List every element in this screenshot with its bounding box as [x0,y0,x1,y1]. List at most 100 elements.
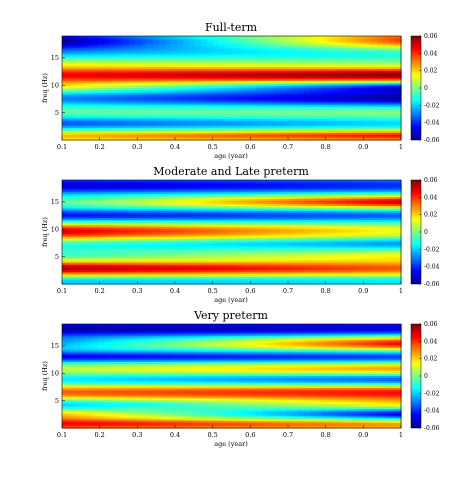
heatmap-cell [358,124,366,127]
heatmap-cell [62,185,69,188]
heatmap-cell [298,199,305,202]
heatmap-cell [376,122,384,125]
heatmap-cell [128,75,136,79]
heatmap-cell [183,181,190,185]
heatmap-cell [68,42,75,46]
heatmap-cell [116,209,124,212]
heatmap-cell [358,79,366,82]
heatmap-cell [170,41,178,44]
heatmap-cell [146,112,154,115]
heatmap-cell [170,79,178,82]
heatmap-cell [340,216,348,219]
heatmap-cell [225,186,233,190]
heatmap-cell [346,188,354,191]
heatmap-cell [243,131,251,134]
heatmap-cell [231,112,239,115]
heatmap-cell [195,101,202,105]
heatmap-cell [340,46,348,49]
heatmap-cell [213,68,220,72]
heatmap-cell [358,67,366,70]
heatmap-cell [225,96,233,99]
heatmap-cell [195,51,202,54]
heatmap-cell [140,134,148,138]
heatmap-cell [110,53,118,56]
heatmap-cell [370,110,378,113]
heatmap-cell [304,209,311,212]
heatmap-cell [207,74,214,77]
heatmap-cell [261,134,269,138]
heatmap-cell [128,98,136,101]
heatmap-cell [261,197,269,200]
heatmap-cell [152,226,160,230]
heatmap-cell [261,88,269,91]
heatmap-cell [122,42,130,46]
heatmap-cell [189,37,196,41]
heatmap-cell [352,103,360,106]
heatmap-cell [86,211,93,214]
heatmap-cell [298,100,305,103]
heatmap-cell [243,68,251,72]
heatmap-cell [74,79,81,82]
heatmap-cell [177,60,184,63]
heatmap-cell [364,115,372,119]
heatmap-cell [279,211,287,214]
heatmap-cell [189,209,196,212]
heatmap-cell [237,110,245,113]
heatmap-cell [328,75,336,79]
heatmap-cell [243,190,251,193]
heatmap-cell [382,103,390,106]
heatmap-cell [322,60,329,63]
chart-title: Moderate and Late preterm [153,165,309,178]
heatmap-cell [279,86,287,89]
heatmap-cell [128,77,136,80]
heatmap-cell [328,119,336,122]
heatmap-cell [207,58,214,61]
heatmap-cell [249,94,257,98]
heatmap-cell [334,49,342,53]
heatmap-cell [243,185,251,188]
heatmap-cell [62,88,69,91]
heatmap-cell [285,103,293,106]
heatmap-cell [146,134,154,138]
heatmap-cell [158,46,166,49]
heatmap-cell [322,77,329,80]
heatmap-cell [128,126,136,129]
heatmap-cell [273,193,281,197]
heatmap-cell [370,39,378,42]
heatmap-cell [104,39,112,42]
heatmap-cell [140,72,148,75]
heatmap-cell [92,126,99,129]
heatmap-cell [74,122,81,125]
heatmap-cell [128,221,136,224]
heatmap-cell [219,212,227,216]
heatmap-cell [328,186,336,190]
heatmap-cell [310,218,317,221]
heatmap-cell [388,72,396,75]
heatmap-cell [225,204,233,207]
heatmap-cell [304,119,311,122]
heatmap-cell [80,114,87,117]
heatmap-cell [237,96,245,99]
heatmap-cell [201,53,208,56]
heatmap-cell [255,46,263,49]
heatmap-cell [267,202,275,205]
heatmap-cell [104,185,112,188]
heatmap-cell [279,84,287,87]
heatmap-cell [237,133,245,136]
heatmap-cell [316,186,323,190]
heatmap-cell [394,42,402,46]
heatmap-cell [201,185,208,188]
heatmap-cell [382,75,390,79]
heatmap-cell [394,138,402,141]
heatmap-cell [358,81,366,84]
heatmap-cell [249,86,257,89]
heatmap-cell [110,124,118,127]
heatmap-cell [364,134,372,138]
heatmap-cell [219,200,227,204]
heatmap-cell [104,207,112,211]
heatmap-cell [219,39,227,42]
heatmap-cell [298,82,305,86]
heatmap-cell [170,136,178,139]
heatmap-cell [158,89,166,93]
heatmap-cell [249,134,257,138]
